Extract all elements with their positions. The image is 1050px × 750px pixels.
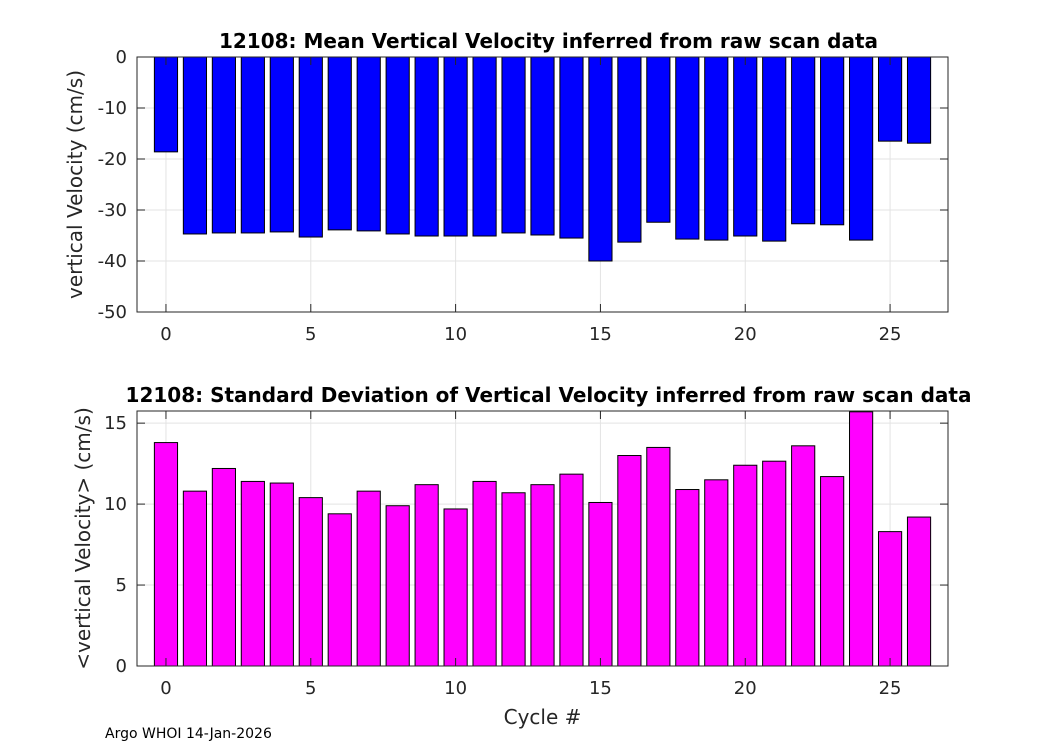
chart2-bar xyxy=(588,501,613,667)
chart1-y-axis-label: vertical Velocity (cm/s) xyxy=(63,70,87,299)
chart2-bar xyxy=(298,497,323,667)
chart1-bar xyxy=(791,56,816,225)
chart1-bar xyxy=(820,56,845,226)
chart2-y-axis-label: <vertical Velocity> (cm/s) xyxy=(71,407,95,670)
chart1-bar xyxy=(704,56,729,241)
chart1-bar xyxy=(269,56,294,233)
chart1-bar xyxy=(733,56,758,237)
chart1-bar xyxy=(153,56,179,153)
chart2-x-tick-label: 25 xyxy=(879,678,902,699)
chart1-bar xyxy=(298,56,323,238)
chart2-bar xyxy=(472,480,497,667)
chart1-bar xyxy=(414,56,439,237)
chart2-bar xyxy=(443,508,468,667)
chart2-bar xyxy=(791,445,816,667)
chart1-bar xyxy=(849,56,874,241)
chart1-title: 12108: Mean Vertical Velocity inferred f… xyxy=(219,29,878,53)
chart1-bar xyxy=(501,56,526,234)
chart2-x-tick-label: 10 xyxy=(444,678,467,699)
chart2-x-tick-label: 0 xyxy=(160,678,171,699)
chart1-y-tick-label: -50 xyxy=(98,302,127,323)
chart2-bar xyxy=(877,531,903,667)
chart2-bar xyxy=(269,482,294,667)
chart2-bar xyxy=(820,476,845,667)
chart2-bar xyxy=(385,505,410,667)
chart2-bar xyxy=(559,473,584,667)
chart1-bar xyxy=(675,56,700,240)
chart1-bar xyxy=(877,56,903,142)
chart2-title: 12108: Standard Deviation of Vertical Ve… xyxy=(126,383,972,407)
chart1-x-tick-label: 15 xyxy=(589,324,612,345)
chart1-x-tick-label: 5 xyxy=(305,324,316,345)
chart2-bar xyxy=(675,489,700,667)
chart2-bar xyxy=(501,492,526,667)
chart2-bar xyxy=(211,467,236,667)
chart2-bar xyxy=(704,479,729,667)
chart2-bar xyxy=(849,411,874,667)
chart2-bar xyxy=(153,442,179,667)
chart2-bar xyxy=(762,460,787,667)
chart2-y-tick-label: 5 xyxy=(116,575,127,596)
chart1-bar xyxy=(646,56,671,223)
chart2-bar xyxy=(356,490,381,667)
chart2-bar xyxy=(530,484,555,667)
chart2-bar xyxy=(646,446,671,667)
chart1-bar xyxy=(327,56,352,231)
chart1-bar xyxy=(559,56,584,239)
chart1-x-tick-label: 0 xyxy=(160,324,171,345)
chart1-x-tick-label: 25 xyxy=(879,324,902,345)
chart1-y-tick-label: -30 xyxy=(98,200,127,221)
chart1-bar xyxy=(443,56,468,237)
chart2-x-tick-label: 20 xyxy=(734,678,757,699)
chart1-bar xyxy=(356,56,381,232)
chart1-bar xyxy=(240,56,265,234)
chart1-bar xyxy=(588,56,613,262)
chart1-y-tick-label: -40 xyxy=(98,251,127,272)
chart2-bar xyxy=(414,484,439,667)
chart1-x-tick-label: 20 xyxy=(734,324,757,345)
chart2-x-tick-label: 5 xyxy=(305,678,316,699)
chart1-bar xyxy=(530,56,555,236)
chart2-bar xyxy=(906,516,932,667)
chart2-y-tick-label: 0 xyxy=(116,656,127,677)
chart1-bar xyxy=(762,56,787,242)
chart2-x-tick-label: 15 xyxy=(589,678,612,699)
chart2-y-tick-label: 15 xyxy=(104,413,127,434)
chart2-x-axis-label: Cycle # xyxy=(504,705,582,729)
chart1-y-tick-label: -20 xyxy=(98,149,127,170)
chart2-bar xyxy=(240,480,265,667)
chart1-y-tick-label: 0 xyxy=(116,47,127,68)
chart2-bar xyxy=(617,455,642,667)
chart1-bar xyxy=(617,56,642,243)
chart1-x-tick-label: 10 xyxy=(444,324,467,345)
chart1-axes-box xyxy=(136,56,949,313)
chart2-bar xyxy=(733,464,758,667)
chart1-bar xyxy=(906,56,932,144)
chart2-y-tick-label: 10 xyxy=(104,494,127,515)
chart1-bar xyxy=(385,56,410,235)
chart1-bar xyxy=(211,56,236,234)
chart2-bar xyxy=(182,490,208,667)
chart1-bar xyxy=(182,56,208,235)
chart2-bar xyxy=(327,513,352,667)
chart1-y-tick-label: -10 xyxy=(98,98,127,119)
footer-credit: Argo WHOI 14-Jan-2026 xyxy=(105,726,272,742)
chart2-axes-box xyxy=(136,410,949,667)
chart1-bar xyxy=(472,56,497,237)
